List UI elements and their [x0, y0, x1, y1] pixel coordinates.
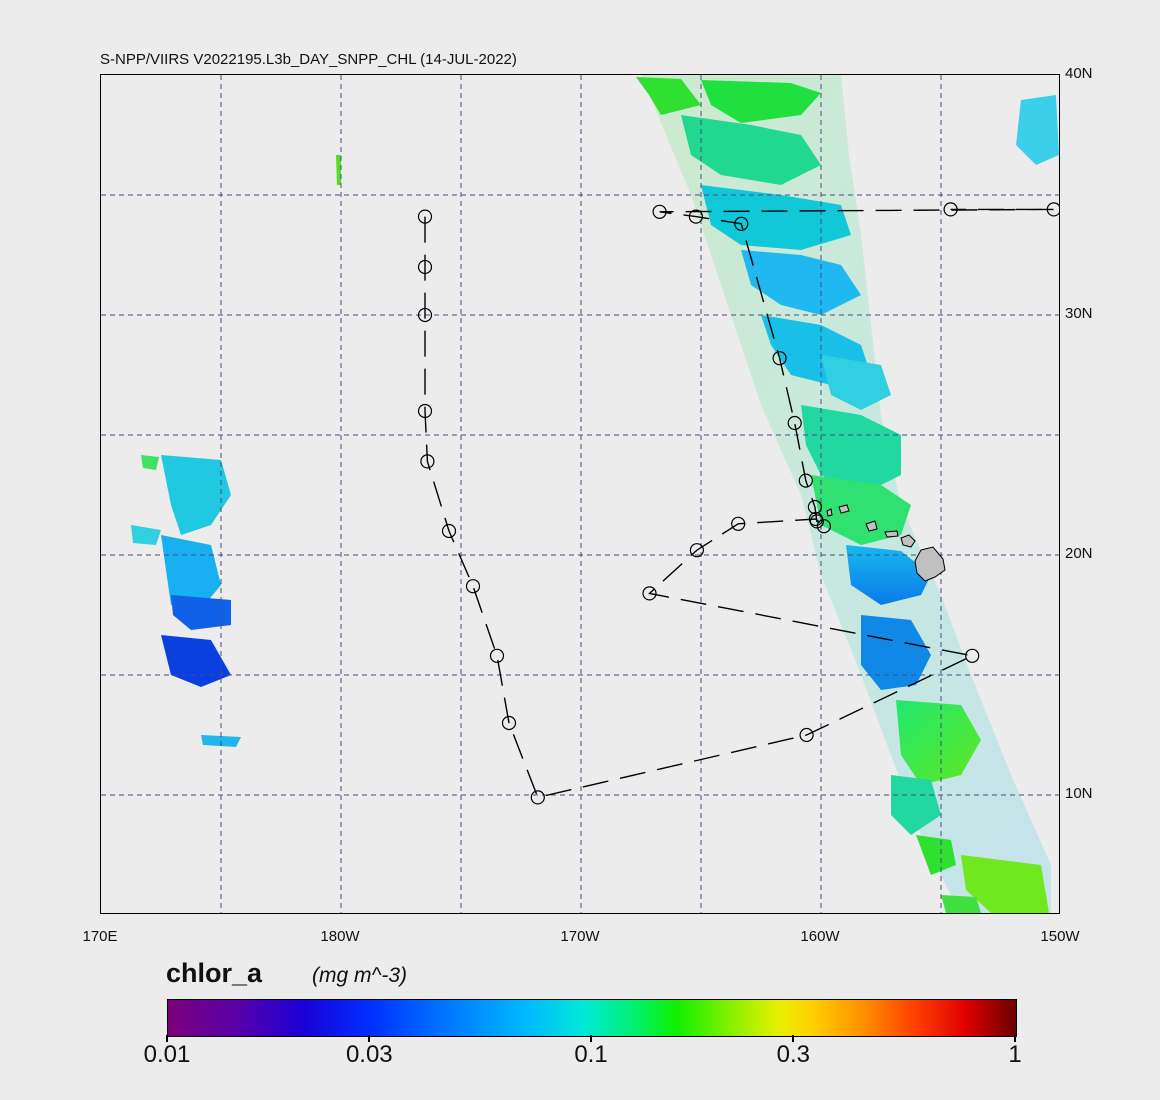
maui	[900, 534, 916, 548]
station-marker	[417, 259, 433, 275]
legend-units: (mg m^-3)	[312, 964, 408, 987]
lat-label: 30N	[1065, 305, 1093, 322]
oahu	[865, 520, 878, 532]
station-marker	[816, 519, 832, 534]
station-marker	[731, 516, 746, 531]
colorbar	[167, 999, 1017, 1037]
station-marker	[530, 790, 545, 805]
map-title: S-NPP/VIIRS V2022195.L3b_DAY_SNPP_CHL (1…	[100, 51, 517, 68]
chlorophyll-swath-east	[636, 75, 1051, 913]
colorbar-tick-label: 0.03	[345, 1041, 393, 1068]
colorbar-tick-label: 1	[1008, 1041, 1022, 1068]
station-marker	[420, 454, 435, 469]
hawaii-island	[914, 546, 946, 582]
kauai	[838, 504, 850, 514]
lon-label: 180W	[320, 928, 360, 945]
station-marker	[1046, 202, 1059, 217]
legend-variable: chlor_a	[166, 958, 263, 988]
station-marker	[642, 586, 657, 601]
niihau	[826, 508, 833, 517]
grid-lines	[101, 75, 1059, 913]
lon-label: 160W	[800, 928, 840, 945]
station-marker	[799, 727, 814, 743]
lat-label: 10N	[1065, 785, 1093, 802]
map-frame	[100, 74, 1060, 914]
lon-label: 170E	[82, 928, 118, 945]
station-marker	[417, 209, 433, 224]
colorbar-tick	[792, 1035, 795, 1042]
colorbar-tick	[590, 1035, 592, 1042]
station-marker	[772, 351, 787, 366]
station-marker	[809, 514, 825, 529]
colorbar-tick	[1014, 1035, 1016, 1042]
colorbar-tick-label: 0.1	[574, 1041, 608, 1068]
map-canvas[interactable]	[101, 75, 1060, 914]
molokai	[884, 530, 899, 538]
station-marker	[798, 473, 813, 488]
colorbar-tick-label: 0.3	[776, 1041, 810, 1068]
station-marker	[501, 715, 517, 731]
station-marker	[807, 499, 823, 515]
station-marker	[689, 543, 705, 558]
hawaiian-islands	[826, 504, 946, 582]
station-marker	[441, 523, 457, 539]
station-marker	[417, 403, 433, 419]
station-marker	[417, 307, 433, 323]
station-marker	[688, 209, 704, 224]
station-marker	[734, 216, 749, 231]
station-markers	[417, 202, 1059, 805]
station-marker	[943, 202, 958, 217]
cruise-track-line	[424, 208, 1054, 799]
station-marker	[965, 648, 980, 663]
station-marker	[489, 648, 505, 663]
lon-label: 150W	[1040, 928, 1080, 945]
lat-label: 40N	[1065, 65, 1093, 82]
lat-label: 20N	[1065, 545, 1093, 562]
colorbar-tick-label: 0.01	[143, 1041, 191, 1068]
station-marker	[652, 204, 667, 219]
station-marker	[465, 579, 481, 594]
lon-label: 170W	[560, 928, 600, 945]
station-marker	[787, 415, 802, 431]
colorbar-tick	[368, 1035, 371, 1042]
colorbar-tick	[166, 1035, 168, 1042]
